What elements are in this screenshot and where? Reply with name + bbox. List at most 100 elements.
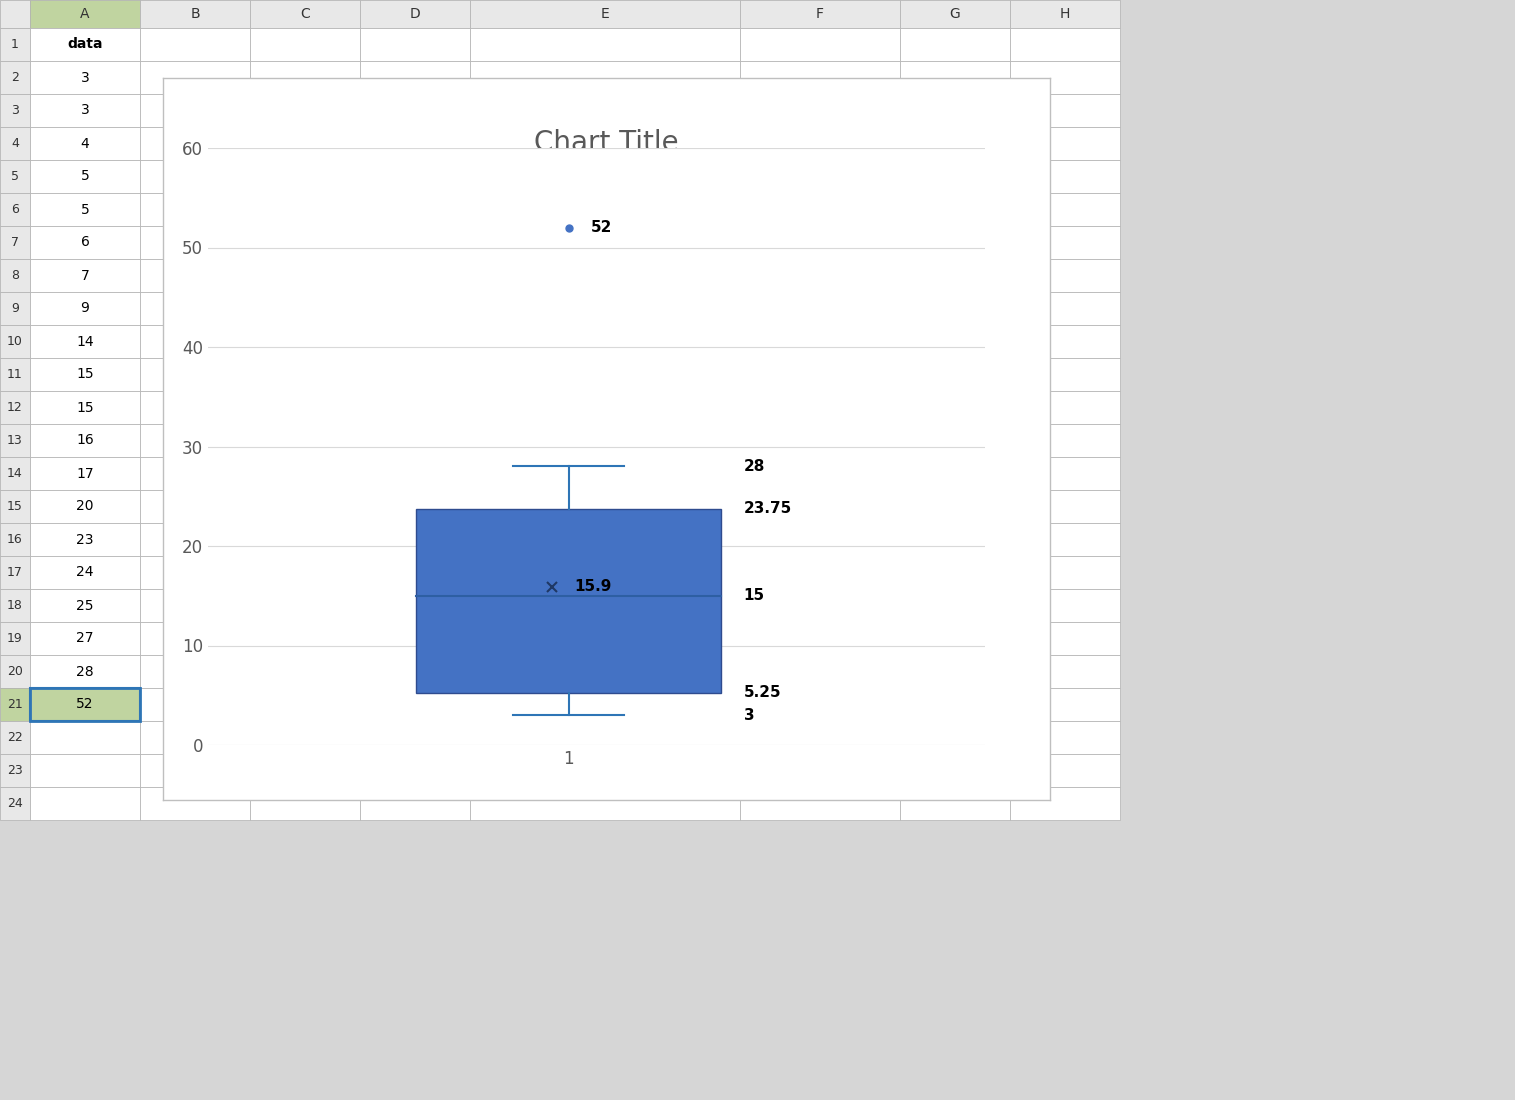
Bar — [739, 621, 900, 654]
Bar — [30, 94, 139, 126]
Bar — [30, 786, 139, 820]
Bar — [900, 490, 1011, 522]
Bar — [30, 754, 139, 786]
Bar — [361, 556, 470, 588]
Bar — [1011, 60, 1120, 94]
Text: 4: 4 — [80, 136, 89, 151]
Bar — [250, 786, 361, 820]
Bar — [739, 522, 900, 556]
Bar — [900, 456, 1011, 490]
Bar — [139, 786, 250, 820]
Bar — [739, 588, 900, 621]
Bar — [139, 754, 250, 786]
Bar — [250, 160, 361, 192]
Bar — [0, 60, 30, 94]
Bar — [139, 456, 250, 490]
Bar — [739, 126, 900, 160]
Bar — [139, 60, 250, 94]
Bar — [139, 588, 250, 621]
Bar — [30, 588, 139, 621]
Text: 24: 24 — [76, 565, 94, 580]
Bar — [470, 588, 739, 621]
Text: 3: 3 — [11, 104, 18, 117]
Bar — [739, 688, 900, 720]
Bar — [30, 556, 139, 588]
Text: 16: 16 — [76, 433, 94, 448]
Bar — [250, 621, 361, 654]
Bar — [30, 160, 139, 192]
Text: 6: 6 — [11, 204, 18, 216]
Bar — [250, 522, 361, 556]
Bar — [139, 324, 250, 358]
Bar — [900, 160, 1011, 192]
Bar — [30, 258, 139, 292]
Bar — [250, 490, 361, 522]
Bar — [470, 324, 739, 358]
Bar — [361, 126, 470, 160]
Bar — [900, 60, 1011, 94]
Bar — [900, 94, 1011, 126]
Bar — [0, 754, 30, 786]
Bar — [900, 688, 1011, 720]
Bar — [250, 390, 361, 424]
Bar — [250, 28, 361, 60]
Text: H: H — [1060, 7, 1070, 21]
Bar — [900, 390, 1011, 424]
Text: data: data — [67, 37, 103, 52]
Bar — [361, 754, 470, 786]
Bar — [361, 358, 470, 390]
Bar — [361, 456, 470, 490]
Text: 3: 3 — [80, 103, 89, 118]
Text: 18: 18 — [8, 600, 23, 612]
Bar — [250, 456, 361, 490]
Bar — [361, 258, 470, 292]
Bar — [1011, 0, 1120, 28]
Bar — [470, 60, 739, 94]
Text: 8: 8 — [11, 270, 20, 282]
Bar — [739, 94, 900, 126]
Bar — [139, 424, 250, 456]
Bar — [139, 522, 250, 556]
Bar — [30, 60, 139, 94]
Bar — [250, 94, 361, 126]
Bar — [250, 292, 361, 324]
Bar — [900, 358, 1011, 390]
Text: 20: 20 — [8, 666, 23, 678]
Text: 15: 15 — [76, 400, 94, 415]
Bar — [0, 654, 30, 688]
Text: 7: 7 — [11, 236, 20, 249]
Bar — [470, 28, 739, 60]
Bar — [1011, 292, 1120, 324]
Bar — [0, 390, 30, 424]
Bar — [0, 786, 30, 820]
Bar — [1011, 688, 1120, 720]
Bar — [900, 28, 1011, 60]
Bar — [1011, 424, 1120, 456]
Text: 28: 28 — [744, 459, 765, 474]
Text: D: D — [409, 7, 420, 21]
Bar — [739, 390, 900, 424]
Bar — [361, 424, 470, 456]
Bar — [470, 358, 739, 390]
Text: 3: 3 — [80, 70, 89, 85]
Bar — [250, 754, 361, 786]
Bar — [1011, 720, 1120, 754]
Bar — [470, 522, 739, 556]
Bar — [250, 0, 361, 28]
Bar — [900, 786, 1011, 820]
Text: 17: 17 — [76, 466, 94, 481]
Text: C: C — [300, 7, 311, 21]
Bar — [361, 786, 470, 820]
Bar — [417, 508, 721, 693]
Bar — [900, 588, 1011, 621]
Bar — [0, 556, 30, 588]
Bar — [739, 160, 900, 192]
Text: 17: 17 — [8, 566, 23, 579]
Text: 20: 20 — [76, 499, 94, 514]
Bar — [900, 754, 1011, 786]
Bar — [0, 324, 30, 358]
Bar — [30, 390, 139, 424]
Bar — [250, 556, 361, 588]
Bar — [30, 0, 139, 28]
Text: E: E — [600, 7, 609, 21]
